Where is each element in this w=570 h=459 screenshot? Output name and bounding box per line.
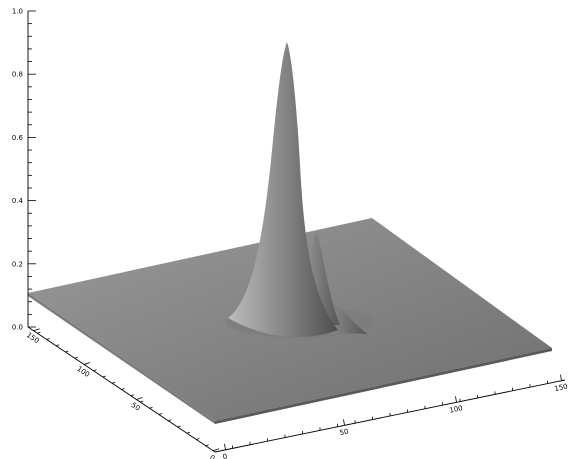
z-tick-label: 1.0 [12, 8, 23, 16]
z-tick-label: 0.0 [12, 324, 23, 332]
y-axis-ticks [33, 328, 220, 452]
y-tick-minor [205, 444, 209, 447]
y-tick-minor [83, 363, 88, 365]
surface-left-edge [28, 293, 215, 424]
y-tick-label: 100 [75, 365, 91, 379]
y-tick-minor [55, 344, 60, 347]
x-tick-label: 50 [339, 428, 349, 438]
y-tick [33, 328, 40, 332]
z-tick-label: 0.6 [12, 134, 24, 142]
x-axis-ticks [224, 374, 562, 450]
x-axis-tick-labels: 0 50 100 150 [222, 382, 568, 459]
y-tick-minor [46, 338, 50, 340]
x-tick [224, 443, 226, 450]
y-tick-minor [130, 394, 134, 397]
y-tick-label: 0 [208, 454, 216, 459]
x-tick-label: 150 [554, 382, 569, 393]
y-tick-minor [196, 438, 200, 440]
y-tick [213, 448, 220, 452]
y-tick-minor [121, 388, 125, 390]
x-tick-label: 100 [449, 404, 464, 415]
y-tick-minor [177, 425, 181, 428]
main-peak [228, 42, 338, 338]
x-tick-label: 0 [222, 453, 228, 459]
y-tick-minor [186, 431, 191, 434]
x-tick [455, 396, 457, 403]
x-tick [560, 374, 562, 381]
z-tick-label: 0.8 [12, 71, 23, 79]
z-tick-label: 0.2 [12, 260, 23, 268]
y-tick-minor [140, 400, 144, 403]
y-tick-minor [74, 356, 78, 359]
y-tick-minor [158, 413, 163, 415]
y-tick-label: 50 [130, 401, 142, 413]
y-tick-minor [65, 350, 69, 353]
x-tick [343, 419, 345, 426]
surface-front-edge [215, 348, 552, 424]
y-tick-minor [168, 419, 172, 422]
y-tick-minor [112, 381, 116, 384]
z-axis-ticks [28, 10, 36, 328]
y-tick-minor [37, 331, 41, 334]
y-tick [136, 397, 143, 400]
y-tick-minor [149, 406, 153, 409]
y-tick-minor [102, 375, 106, 378]
z-tick-label: 0.4 [12, 197, 24, 205]
y-tick-minor [93, 369, 97, 372]
z-axis-tick-labels: 0.0 0.2 0.4 0.6 0.8 1.0 [12, 8, 24, 332]
